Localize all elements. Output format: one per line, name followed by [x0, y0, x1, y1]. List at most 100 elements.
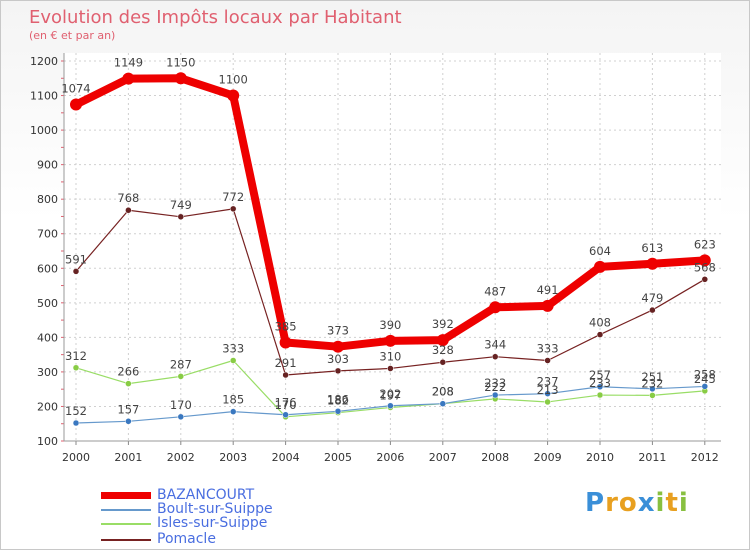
data-label: 408 — [589, 316, 611, 330]
legend-label-bazancourt: BAZANCOURT — [157, 487, 255, 503]
data-label: 491 — [537, 283, 559, 297]
x-tick-label: 2005 — [324, 451, 352, 464]
chart-subtitle: (en € et par an) — [29, 29, 116, 42]
x-tick-label: 2012 — [691, 451, 719, 464]
x-tick-label: 2002 — [167, 451, 195, 464]
data-label: 208 — [432, 385, 454, 399]
data-label: 312 — [65, 349, 87, 363]
x-tick-label: 2010 — [586, 451, 614, 464]
data-point — [594, 260, 606, 273]
y-tick-label: 800 — [37, 193, 58, 206]
data-label: 568 — [694, 260, 716, 274]
data-point — [544, 357, 551, 364]
x-tick-label: 2011 — [638, 451, 666, 464]
data-label: 1074 — [61, 82, 90, 96]
logo-letter: P — [585, 488, 606, 518]
data-label: 197 — [379, 388, 401, 402]
data-label: 604 — [589, 244, 611, 258]
data-point — [701, 383, 709, 390]
data-point — [332, 340, 344, 353]
data-point — [649, 392, 656, 399]
data-point — [174, 72, 187, 85]
data-label: 233 — [484, 376, 506, 390]
data-label: 613 — [641, 241, 663, 255]
data-label: 328 — [432, 343, 454, 357]
data-point — [544, 390, 551, 397]
data-point — [334, 408, 342, 415]
data-point — [387, 402, 394, 410]
data-point — [72, 268, 80, 275]
data-label: 303 — [327, 352, 349, 366]
data-point — [596, 391, 604, 399]
data-label: 251 — [641, 370, 663, 384]
logo-letter: t — [665, 488, 679, 518]
data-point — [646, 257, 659, 270]
data-label: 373 — [327, 324, 349, 338]
x-tick-label: 2006 — [376, 451, 404, 464]
data-label: 232 — [641, 376, 663, 390]
data-point — [541, 299, 554, 312]
data-label: 258 — [694, 367, 716, 381]
data-point — [384, 334, 397, 347]
data-label: 208 — [432, 385, 454, 399]
legend-label-isles: Isles-sur-Suippe — [157, 515, 268, 531]
data-label: 591 — [65, 252, 87, 266]
logo-letter: i — [678, 488, 689, 518]
data-label: 245 — [694, 372, 716, 386]
data-point — [334, 367, 342, 375]
legend-label-boult: Boult-sur-Suippe — [157, 501, 273, 517]
data-label: 333 — [537, 342, 559, 356]
data-point — [72, 364, 80, 372]
data-label: 623 — [694, 237, 716, 251]
y-tick-label: 700 — [37, 228, 58, 241]
legend-item-boult: Boult-sur-Suippe — [101, 501, 321, 517]
data-label: 479 — [641, 291, 663, 305]
data-point — [122, 72, 135, 85]
x-tick-label: 2000 — [62, 451, 90, 464]
data-label: 152 — [65, 404, 87, 418]
y-tick-label: 600 — [37, 262, 58, 275]
y-tick-label: 1000 — [30, 124, 58, 137]
x-tick-label: 2001 — [114, 451, 142, 464]
data-label: 310 — [379, 349, 401, 363]
data-label: 257 — [589, 368, 611, 382]
data-label: 344 — [484, 338, 506, 352]
data-label: 202 — [379, 387, 401, 401]
x-tick-label: 2007 — [429, 451, 457, 464]
data-label: 170 — [170, 398, 192, 412]
data-point — [387, 365, 394, 372]
data-label: 176 — [275, 396, 297, 410]
legend-swatch-isles — [101, 523, 151, 525]
data-label: 390 — [379, 318, 401, 332]
logo-letter: r — [605, 488, 619, 518]
data-label: 170 — [275, 398, 297, 412]
data-point — [282, 371, 289, 379]
y-tick-label: 500 — [37, 297, 58, 310]
data-label: 186 — [327, 392, 349, 406]
data-label: 1100 — [219, 73, 248, 87]
data-label: 333 — [222, 342, 244, 356]
data-point — [698, 254, 711, 267]
plot-area — [64, 53, 721, 441]
data-point — [229, 205, 237, 213]
data-point — [649, 306, 656, 314]
data-point — [125, 206, 132, 214]
legend-label-pomacle: Pomacle — [157, 531, 216, 547]
data-label: 1150 — [166, 55, 195, 69]
data-label: 266 — [117, 365, 139, 379]
chart-title: Evolution des Impôts locaux par Habitant — [29, 7, 402, 28]
legend-swatch-boult — [101, 509, 151, 511]
data-point — [125, 418, 132, 425]
legend-swatch-pomacle — [101, 539, 151, 541]
x-tick-label: 2009 — [534, 451, 562, 464]
data-label: 385 — [275, 320, 297, 334]
data-point — [177, 213, 185, 221]
data-point — [439, 358, 447, 366]
data-point — [439, 400, 447, 407]
x-tick-label: 2004 — [272, 451, 300, 464]
data-label: 1149 — [114, 56, 143, 70]
data-point — [596, 383, 604, 391]
data-point — [279, 336, 292, 349]
data-point — [177, 413, 185, 421]
